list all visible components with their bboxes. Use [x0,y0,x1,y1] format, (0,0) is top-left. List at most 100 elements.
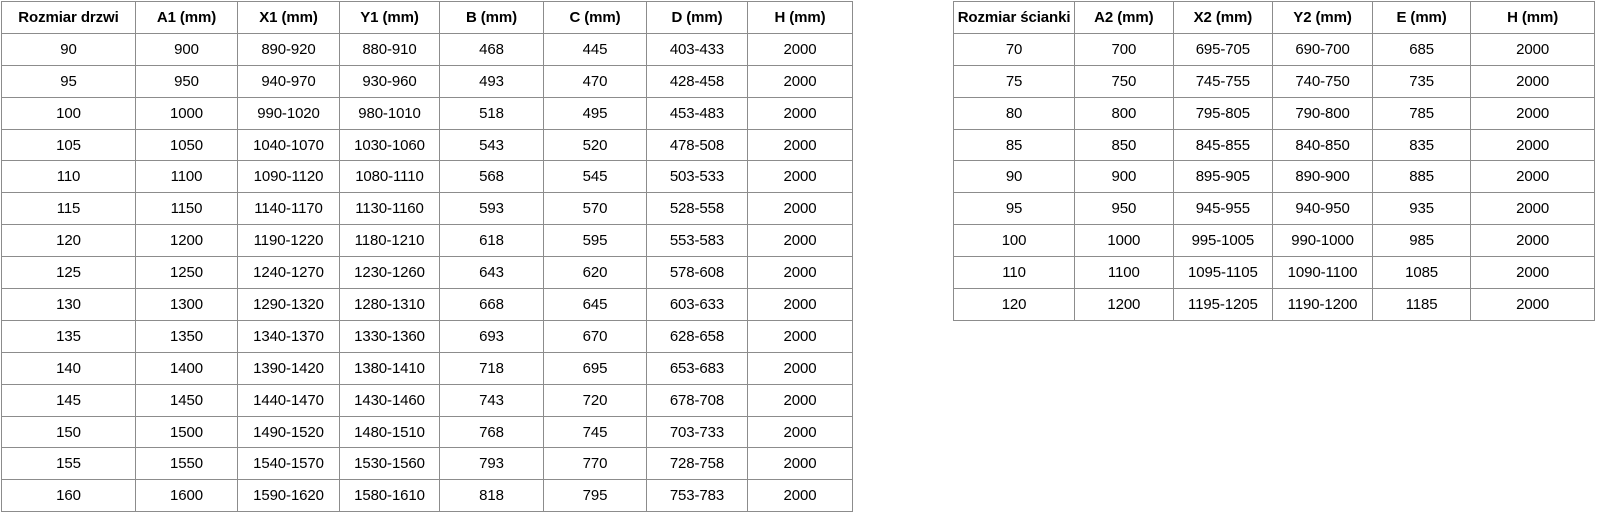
wall-cell: 1090-1100 [1272,256,1373,290]
door-cell: 1030-1060 [339,128,440,162]
door-cell: 728-758 [646,447,748,481]
door-cell: 1180-1210 [339,224,440,258]
table-row: 115 1150 1140-1170 1130-1160 593 570 528-558 20… [1,192,853,226]
wall-table-header-row: Rozmiar ścianki A2 (mm) X2 (mm) Y2 (mm) … [952,1,1595,34]
door-cell: 155 [1,447,136,481]
wall-cell: 2000 [1470,128,1595,162]
door-cell: 2000 [747,479,853,513]
wall-cell: 790-800 [1272,96,1373,130]
door-cell: 795 [543,479,647,513]
wall-cell: 785 [1371,96,1472,130]
door-cell: 445 [543,32,647,66]
door-cell: 1280-1310 [339,288,440,321]
wall-cell: 2000 [1470,32,1595,66]
door-cell: 1590-1620 [237,479,340,513]
table-row: 120 1200 1190-1220 1180-1210 618 595 553-583 20… [1,224,853,258]
table-row: 125 1250 1240-1270 1230-1260 643 620 578-608 20… [1,256,853,290]
wall-col-header-y2: Y2 (mm) [1272,1,1373,34]
table-row: 90 900 890-920 880-910 468 445 403-433 2000 [1,32,853,66]
door-cell: 553-583 [646,224,748,258]
wall-cell: 85 [952,128,1076,162]
wall-cell: 1200 [1074,288,1174,321]
door-cell: 453-483 [646,96,748,130]
wall-cell: 985 [1371,224,1472,258]
wall-cell: 795-805 [1172,96,1274,130]
door-cell: 130 [1,288,136,321]
door-col-header-y1: Y1 (mm) [339,1,440,34]
wall-cell: 1185 [1371,288,1472,321]
wall-cell: 900 [1074,160,1174,194]
wall-table-body: 70 700 695-705 690-700 685 2000 75 750 745-755 74… [952,32,1595,321]
door-dimensions-table: Rozmiar drzwi A1 (mm) X1 (mm) Y1 (mm) B … [1,1,853,513]
door-cell: 135 [1,319,136,353]
door-cell: 478-508 [646,128,748,162]
table-row: 90 900 895-905 890-900 885 2000 [952,160,1595,194]
door-cell: 1000 [135,96,238,130]
door-col-header-a1: A1 (mm) [135,1,238,34]
table-row: 105 1050 1040-1070 1030-1060 543 520 478-508 20… [1,128,853,162]
wall-cell: 2000 [1470,288,1595,321]
table-row: 130 1300 1290-1320 1280-1310 668 645 603-633 20… [1,288,853,321]
door-cell: 1440-1470 [237,383,340,417]
door-cell: 595 [543,224,647,258]
wall-col-header-rozmiar-scianki: Rozmiar ścianki [952,1,1076,34]
door-cell: 2000 [747,351,853,385]
wall-cell: 995-1005 [1172,224,1274,258]
table-row: 120 1200 1195-1205 1190-1200 1185 2000 [952,288,1595,321]
door-cell: 1580-1610 [339,479,440,513]
wall-cell: 685 [1371,32,1472,66]
wall-cell: 1195-1205 [1172,288,1274,321]
door-cell: 890-920 [237,32,340,66]
door-cell: 543 [439,128,544,162]
wall-cell: 850 [1074,128,1174,162]
door-cell: 618 [439,224,544,258]
wall-table-head: Rozmiar ścianki A2 (mm) X2 (mm) Y2 (mm) … [952,1,1595,34]
door-cell: 150 [1,415,136,449]
table-row: 70 700 695-705 690-700 685 2000 [952,32,1595,66]
door-cell: 2000 [747,128,853,162]
wall-cell: 1190-1200 [1272,288,1373,321]
door-cell: 818 [439,479,544,513]
door-cell: 745 [543,415,647,449]
door-cell: 1500 [135,415,238,449]
wall-cell: 845-855 [1172,128,1274,162]
wall-cell: 100 [952,224,1076,258]
door-cell: 720 [543,383,647,417]
door-cell: 930-960 [339,64,440,98]
door-cell: 768 [439,415,544,449]
door-cell: 678-708 [646,383,748,417]
door-col-header-d: D (mm) [646,1,748,34]
door-cell: 718 [439,351,544,385]
wall-cell: 1085 [1371,256,1472,290]
door-cell: 990-1020 [237,96,340,130]
door-cell: 1040-1070 [237,128,340,162]
wall-cell: 835 [1371,128,1472,162]
table-row: 75 750 745-755 740-750 735 2000 [952,64,1595,98]
door-cell: 1540-1570 [237,447,340,481]
door-cell: 145 [1,383,136,417]
wall-cell: 950 [1074,192,1174,226]
door-cell: 1090-1120 [237,160,340,194]
table-row: 85 850 845-855 840-850 835 2000 [952,128,1595,162]
door-cell: 1340-1370 [237,319,340,353]
door-col-header-b: B (mm) [439,1,544,34]
door-col-header-x1: X1 (mm) [237,1,340,34]
wall-cell: 1100 [1074,256,1174,290]
wall-cell: 895-905 [1172,160,1274,194]
wall-cell: 935 [1371,192,1472,226]
door-cell: 545 [543,160,647,194]
wall-cell: 745-755 [1172,64,1274,98]
door-cell: 693 [439,319,544,353]
table-row: 150 1500 1490-1520 1480-1510 768 745 703-733 20… [1,415,853,449]
wall-cell: 2000 [1470,96,1595,130]
door-cell: 428-458 [646,64,748,98]
wall-cell: 890-900 [1272,160,1373,194]
wall-col-header-e: E (mm) [1371,1,1472,34]
door-cell: 578-608 [646,256,748,290]
wall-cell: 110 [952,256,1076,290]
wall-cell: 90 [952,160,1076,194]
door-cell: 670 [543,319,647,353]
door-cell: 1450 [135,383,238,417]
door-cell: 880-910 [339,32,440,66]
